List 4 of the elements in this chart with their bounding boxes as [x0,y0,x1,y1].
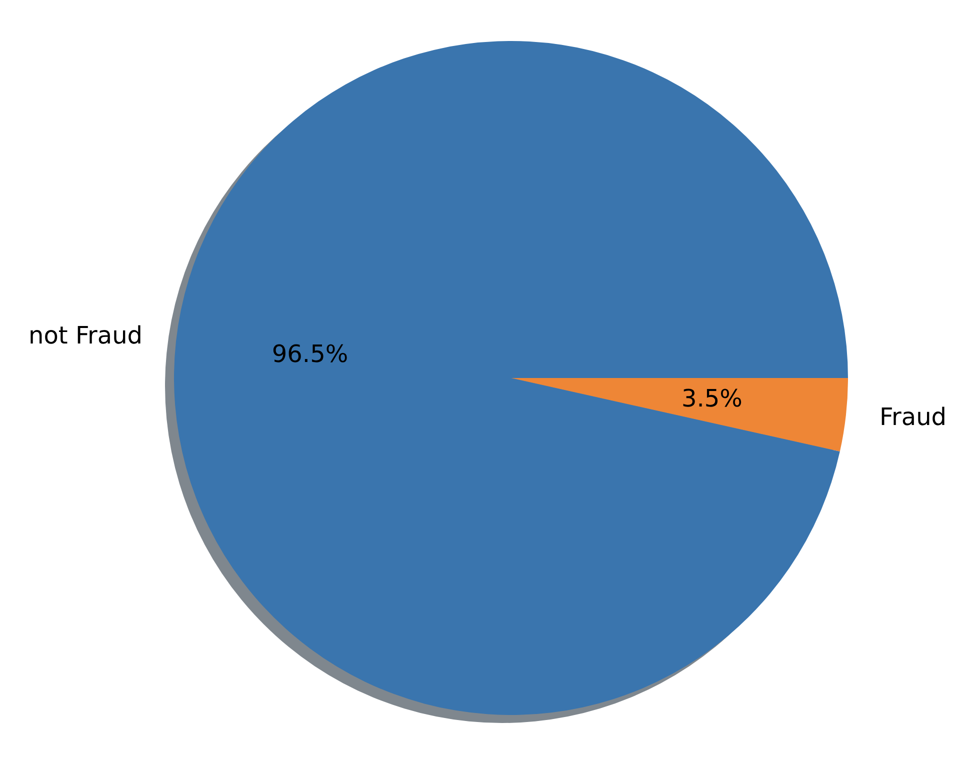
data-label: 96.5% [272,340,348,368]
data-label: 3.5% [681,384,742,412]
slice-label: Fraud [879,402,947,431]
slice-label: not Fraud [28,322,143,350]
